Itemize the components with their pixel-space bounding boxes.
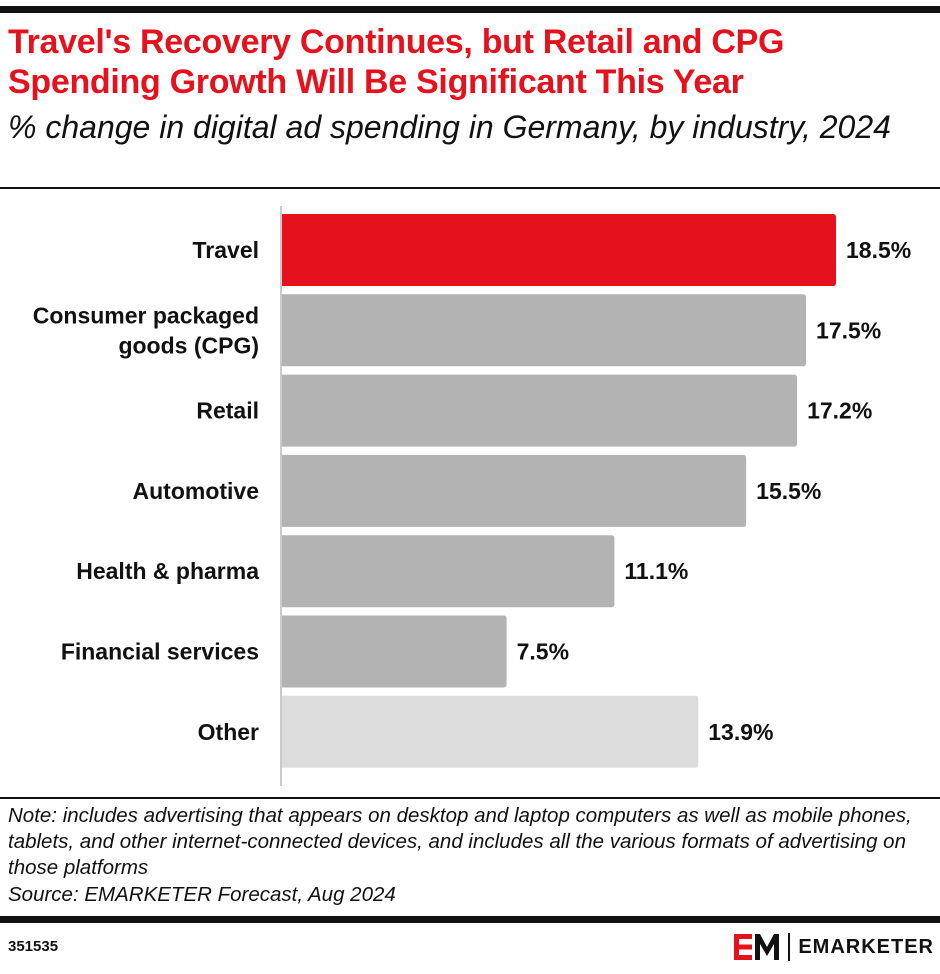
bar	[282, 454, 747, 527]
bar	[282, 535, 615, 608]
value-label: 17.5%	[816, 317, 881, 343]
footer-rule	[0, 797, 940, 799]
category-label: Travel	[193, 237, 260, 263]
bar-chart: Travel 18.5% Consumer packaged goods (CPG) 1…	[33, 206, 911, 786]
category-label: Other	[198, 719, 259, 745]
category-label: Financial services	[61, 639, 259, 665]
chart-id: 351535	[8, 938, 59, 955]
value-label: 18.5%	[846, 237, 911, 263]
bar	[282, 695, 699, 768]
value-label: 7.5%	[517, 639, 569, 665]
bar	[282, 374, 798, 447]
category-label: Automotive	[133, 478, 260, 504]
category-label: Retail	[196, 398, 259, 424]
chart-source: Source: EMARKETER Forecast, Aug 2024	[8, 883, 396, 906]
value-label: 11.1%	[624, 558, 688, 584]
value-label: 17.2%	[807, 398, 872, 424]
top-rule	[0, 6, 940, 13]
em-logo-icon	[734, 934, 780, 960]
chart-subtitle: % change in digital ad spending in Germa…	[8, 109, 891, 145]
chart-note: Note: includes advertising that appears …	[8, 804, 912, 879]
bar	[282, 294, 807, 367]
category-label: Health & pharma	[76, 558, 259, 584]
brand-block: EMARKETER	[734, 930, 934, 964]
header-rule	[0, 187, 940, 189]
value-label: 13.9%	[708, 719, 773, 745]
bar	[282, 214, 836, 286]
brand-name: EMARKETER	[798, 935, 934, 958]
bottom-rule	[0, 916, 940, 923]
category-label: Consumer packaged goods (CPG)	[33, 302, 259, 358]
chart-title: Travel's Recovery Continues, but Retail …	[8, 23, 785, 101]
value-label: 15.5%	[756, 478, 821, 504]
brand-separator	[788, 933, 791, 961]
bar	[282, 615, 507, 688]
